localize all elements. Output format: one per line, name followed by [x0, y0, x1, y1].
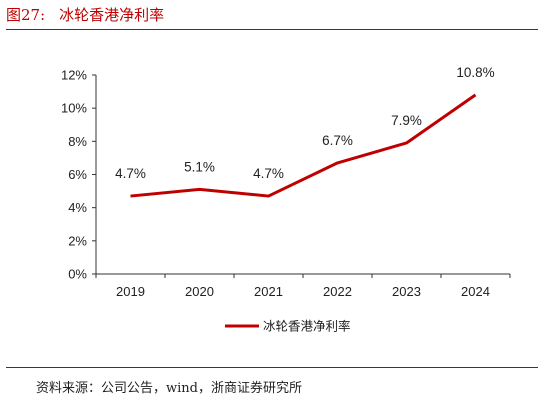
- x-tick-label: 2021: [254, 284, 283, 299]
- y-axis: 0% 2% 4% 6% 8% 10% 12%: [61, 68, 97, 282]
- figure-title: 图27: 冰轮香港净利率: [6, 4, 164, 25]
- legend-label: 冰轮香港净利率: [263, 319, 351, 334]
- y-tick-label: 4%: [68, 200, 87, 215]
- y-tick-label: 2%: [68, 233, 87, 248]
- title-divider: [6, 29, 538, 30]
- x-tick-label: 2024: [461, 284, 490, 299]
- series-line: [130, 93, 477, 198]
- y-tick-label: 10%: [61, 101, 87, 116]
- x-tick-label: 2019: [116, 284, 145, 299]
- y-tick-label: 6%: [68, 167, 87, 182]
- x-axis: 2019 2020 2021 2022 2023 2024: [95, 273, 511, 299]
- x-tick-label: 2022: [323, 284, 352, 299]
- y-tick-label: 0%: [68, 267, 87, 282]
- data-label: 4.7%: [253, 166, 284, 181]
- source-divider: [6, 367, 538, 368]
- x-tick-label: 2020: [185, 284, 214, 299]
- figure-caption: 冰轮香港净利率: [59, 6, 165, 24]
- y-tick-label: 8%: [68, 134, 87, 149]
- legend: 冰轮香港净利率: [225, 319, 351, 334]
- data-label: 5.1%: [184, 159, 215, 174]
- y-tick-label: 12%: [61, 68, 87, 83]
- x-tick-label: 2023: [392, 284, 421, 299]
- source-note: 资料来源：公司公告，wind，浙商证券研究所: [36, 381, 302, 396]
- data-label: 10.8%: [456, 65, 494, 80]
- data-label: 4.7%: [115, 166, 146, 181]
- data-label: 7.9%: [391, 113, 422, 128]
- series-layer: 4.7% 5.1% 4.7% 6.7% 7.9% 10.8%: [115, 65, 495, 198]
- data-label: 6.7%: [322, 133, 353, 148]
- figure-label: 图27:: [6, 6, 46, 24]
